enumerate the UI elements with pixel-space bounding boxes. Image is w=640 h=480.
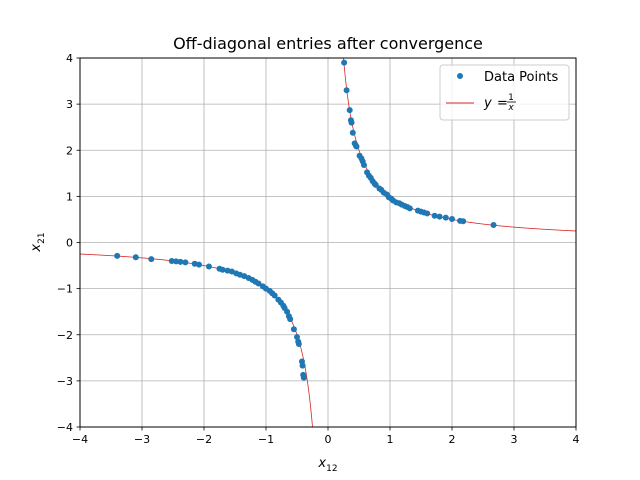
x-tick-label: −4	[72, 433, 88, 446]
x-tick-label: 1	[387, 433, 394, 446]
data-point	[343, 87, 350, 94]
data-point	[132, 254, 139, 261]
x-tick-label: 4	[573, 433, 580, 446]
data-point	[490, 221, 497, 228]
data-point	[424, 210, 431, 217]
legend-formula-equals: =	[497, 96, 508, 111]
x-tick-label: −3	[134, 433, 150, 446]
x-axis-label-base: x	[317, 456, 326, 471]
legend-formula-y: y	[483, 96, 492, 111]
data-point	[431, 212, 438, 219]
y-axis-label: x21	[29, 232, 47, 252]
data-point	[173, 258, 180, 265]
data-point	[295, 340, 302, 347]
x-tick-label: 2	[449, 433, 456, 446]
data-point	[196, 261, 203, 268]
axis-ticks: −4 −3 −2 −1 0 1 2 3 4 −4 −3 −2 −1 0 1 2 3 4	[57, 52, 580, 446]
legend-formula-denominator: x	[507, 103, 514, 113]
y-axis-label-base: x	[29, 244, 44, 253]
x-tick-label: −1	[258, 433, 274, 446]
data-point	[372, 181, 379, 188]
data-point	[148, 256, 155, 263]
data-point	[406, 205, 413, 212]
legend-marker-data-points	[457, 73, 463, 79]
y-tick-label: −2	[57, 329, 73, 342]
data-point	[219, 266, 226, 273]
x-tick-label: −2	[196, 433, 212, 446]
y-tick-label: −3	[57, 375, 73, 388]
data-points-layer	[114, 59, 497, 381]
y-tick-label: 2	[66, 144, 73, 157]
data-point	[284, 308, 291, 315]
data-point	[287, 316, 294, 323]
data-point	[353, 143, 360, 150]
x-axis-label: x12	[317, 456, 337, 474]
data-point	[449, 215, 455, 222]
data-point	[114, 252, 121, 259]
legend-label-data-points: Data Points	[484, 70, 558, 85]
data-point	[271, 292, 278, 299]
legend-label-reciprocal: y = 1 x	[483, 93, 516, 113]
data-point	[294, 334, 300, 341]
y-tick-label: −1	[57, 283, 73, 296]
legend-formula-numerator: 1	[508, 93, 514, 103]
data-point	[348, 119, 355, 126]
data-point	[255, 280, 262, 287]
y-axis-label-subscript: 21	[37, 232, 47, 243]
legend: Data Points y = 1 x	[439, 64, 570, 121]
data-point	[290, 326, 297, 333]
y-tick-label: 4	[66, 52, 73, 65]
y-tick-label: −4	[57, 421, 73, 434]
data-point	[346, 107, 353, 114]
y-tick-label: 0	[66, 237, 73, 250]
chart-title: Off-diagonal entries after convergence	[173, 34, 483, 53]
data-point	[349, 129, 356, 136]
data-point	[341, 59, 348, 66]
data-point	[442, 214, 449, 221]
y-tick-label: 1	[66, 190, 73, 203]
legend-box	[439, 64, 570, 121]
x-tick-label: 0	[325, 433, 332, 446]
data-point	[182, 259, 189, 266]
data-point	[460, 218, 467, 225]
y-tick-label: 3	[66, 98, 73, 111]
data-point	[177, 258, 184, 265]
x-tick-label: 3	[511, 433, 518, 446]
data-point	[168, 257, 175, 264]
x-axis-label-subscript: 12	[326, 464, 337, 474]
data-point	[205, 263, 212, 270]
data-point	[360, 162, 367, 169]
data-point	[300, 374, 307, 381]
data-point	[299, 362, 306, 369]
data-point	[436, 213, 443, 220]
